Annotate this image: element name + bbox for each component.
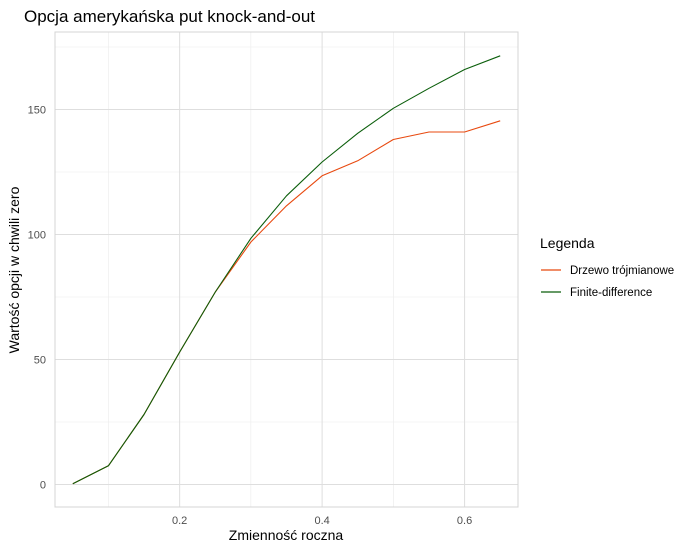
grid <box>55 32 518 507</box>
legend: Legenda Drzewo trójmianowe Finite-differe… <box>540 235 674 299</box>
x-tick-label: 0.2 <box>172 515 187 527</box>
y-tick-label: 150 <box>28 105 46 117</box>
y-axis-ticks: 0 50 100 150 <box>28 105 46 492</box>
y-tick-label: 100 <box>28 230 46 242</box>
panel-border <box>54 31 519 508</box>
y-tick-label: 0 <box>40 480 46 492</box>
series-line-2 <box>72 55 501 485</box>
x-axis-ticks: 0.2 0.4 0.6 <box>172 515 472 527</box>
legend-label-2: Finite-difference <box>570 287 652 299</box>
series-lines <box>72 55 501 485</box>
x-axis-title: Zmienność roczna <box>229 527 344 543</box>
legend-label-1: Drzewo trójmianowe <box>570 265 674 277</box>
series-line-1 <box>72 120 501 485</box>
chart-title: Opcja amerykańska put knock-and-out <box>24 7 315 26</box>
y-axis-title: Wartość opcji w chwili zero <box>6 186 22 353</box>
x-tick-label: 0.6 <box>457 515 472 527</box>
plot-frame <box>54 31 519 508</box>
y-tick-label: 50 <box>34 355 46 367</box>
legend-title: Legenda <box>540 235 595 251</box>
x-tick-label: 0.4 <box>314 515 329 527</box>
